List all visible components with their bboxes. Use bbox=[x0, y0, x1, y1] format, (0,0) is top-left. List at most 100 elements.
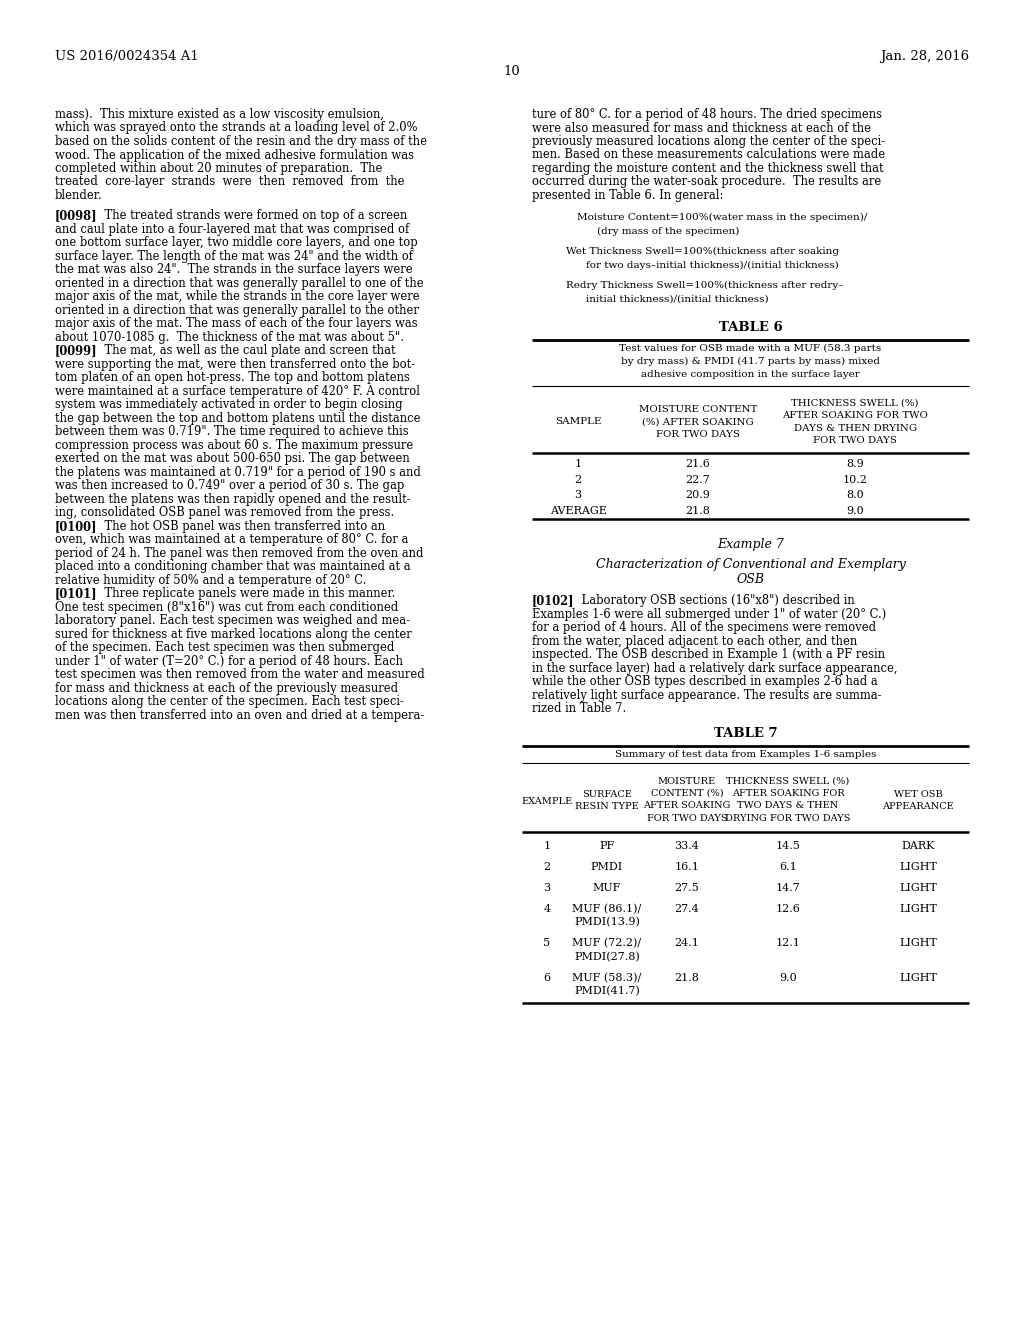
Text: 20.9: 20.9 bbox=[685, 491, 711, 500]
Text: TABLE 7: TABLE 7 bbox=[714, 726, 777, 739]
Text: mass).  This mixture existed as a low viscosity emulsion,: mass). This mixture existed as a low vis… bbox=[55, 108, 384, 121]
Text: Characterization of Conventional and Exemplary: Characterization of Conventional and Exe… bbox=[596, 558, 905, 572]
Text: adhesive composition in the surface layer: adhesive composition in the surface laye… bbox=[641, 370, 860, 379]
Text: (dry mass of the specimen): (dry mass of the specimen) bbox=[597, 227, 739, 236]
Text: occurred during the water-soak procedure.  The results are: occurred during the water-soak procedure… bbox=[532, 176, 882, 189]
Text: 3: 3 bbox=[574, 491, 582, 500]
Text: 12.1: 12.1 bbox=[775, 939, 801, 948]
Text: 10: 10 bbox=[504, 65, 520, 78]
Text: test specimen was then removed from the water and measured: test specimen was then removed from the … bbox=[55, 668, 425, 681]
Text: [0100]: [0100] bbox=[55, 520, 97, 533]
Text: 9.0: 9.0 bbox=[846, 506, 864, 516]
Text: were maintained at a surface temperature of 420° F. A control: were maintained at a surface temperature… bbox=[55, 384, 420, 397]
Text: was then increased to 0.749" over a period of 30 s. The gap: was then increased to 0.749" over a peri… bbox=[55, 479, 404, 492]
Text: OSB: OSB bbox=[736, 573, 765, 586]
Text: period of 24 h. The panel was then removed from the oven and: period of 24 h. The panel was then remov… bbox=[55, 546, 424, 560]
Text: initial thickness)/(initial thickness): initial thickness)/(initial thickness) bbox=[586, 294, 768, 304]
Text: inspected. The OSB described in Example 1 (with a PF resin: inspected. The OSB described in Example … bbox=[532, 648, 885, 661]
Text: about 1070-1085 g.  The thickness of the mat was about 5".: about 1070-1085 g. The thickness of the … bbox=[55, 331, 404, 343]
Text: CONTENT (%): CONTENT (%) bbox=[650, 789, 723, 799]
Text: [0098]: [0098] bbox=[55, 210, 97, 222]
Text: relative humidity of 50% and a temperature of 20° C.: relative humidity of 50% and a temperatu… bbox=[55, 574, 367, 587]
Text: for a period of 4 hours. All of the specimens were removed: for a period of 4 hours. All of the spec… bbox=[532, 622, 877, 635]
Text: were also measured for mass and thickness at each of the: were also measured for mass and thicknes… bbox=[532, 121, 871, 135]
Text: regarding the moisture content and the thickness swell that: regarding the moisture content and the t… bbox=[532, 162, 884, 176]
Text: Example 7: Example 7 bbox=[717, 537, 784, 550]
Text: ture of 80° C. for a period of 48 hours. The dried specimens: ture of 80° C. for a period of 48 hours.… bbox=[532, 108, 882, 121]
Text: 6.1: 6.1 bbox=[779, 862, 797, 873]
Text: LIGHT: LIGHT bbox=[899, 862, 937, 873]
Text: 24.1: 24.1 bbox=[675, 939, 699, 948]
Text: based on the solids content of the resin and the dry mass of the: based on the solids content of the resin… bbox=[55, 135, 427, 148]
Text: US 2016/0024354 A1: US 2016/0024354 A1 bbox=[55, 50, 199, 63]
Text: 21.8: 21.8 bbox=[675, 973, 699, 982]
Text: Three replicate panels were made in this manner.: Three replicate panels were made in this… bbox=[90, 587, 395, 601]
Text: Laboratory OSB sections (16"x8") described in: Laboratory OSB sections (16"x8") describ… bbox=[567, 594, 855, 607]
Text: system was immediately activated in order to begin closing: system was immediately activated in orde… bbox=[55, 399, 402, 412]
Text: laboratory panel. Each test specimen was weighed and mea-: laboratory panel. Each test specimen was… bbox=[55, 614, 410, 627]
Text: surface layer. The length of the mat was 24" and the width of: surface layer. The length of the mat was… bbox=[55, 249, 413, 263]
Text: PF: PF bbox=[599, 841, 614, 851]
Text: TABLE 6: TABLE 6 bbox=[719, 321, 782, 334]
Text: Test values for OSB made with a MUF (58.3 parts: Test values for OSB made with a MUF (58.… bbox=[620, 345, 882, 354]
Text: 9.0: 9.0 bbox=[779, 973, 797, 982]
Text: 5: 5 bbox=[544, 939, 551, 948]
Text: [0102]: [0102] bbox=[532, 594, 574, 607]
Text: 6: 6 bbox=[544, 973, 551, 982]
Text: LIGHT: LIGHT bbox=[899, 883, 937, 892]
Text: relatively light surface appearance. The results are summa-: relatively light surface appearance. The… bbox=[532, 689, 882, 702]
Text: The treated strands were formed on top of a screen: The treated strands were formed on top o… bbox=[90, 210, 408, 222]
Text: PMDI(41.7): PMDI(41.7) bbox=[574, 986, 640, 997]
Text: and caul plate into a four-layered mat that was comprised of: and caul plate into a four-layered mat t… bbox=[55, 223, 410, 236]
Text: which was sprayed onto the strands at a loading level of 2.0%: which was sprayed onto the strands at a … bbox=[55, 121, 418, 135]
Text: between the platens was then rapidly opened and the result-: between the platens was then rapidly ope… bbox=[55, 492, 411, 506]
Text: 33.4: 33.4 bbox=[675, 841, 699, 851]
Text: by dry mass) & PMDI (41.7 parts by mass) mixed: by dry mass) & PMDI (41.7 parts by mass)… bbox=[621, 356, 880, 366]
Text: LIGHT: LIGHT bbox=[899, 904, 937, 913]
Text: One test specimen (8"x16") was cut from each conditioned: One test specimen (8"x16") was cut from … bbox=[55, 601, 398, 614]
Text: locations along the center of the specimen. Each test speci-: locations along the center of the specim… bbox=[55, 696, 403, 709]
Text: THICKNESS SWELL (%): THICKNESS SWELL (%) bbox=[792, 399, 919, 408]
Text: AFTER SOAKING: AFTER SOAKING bbox=[643, 801, 731, 810]
Text: 22.7: 22.7 bbox=[686, 475, 711, 484]
Text: from the water, placed adjacent to each other, and then: from the water, placed adjacent to each … bbox=[532, 635, 857, 648]
Text: of the specimen. Each test specimen was then submerged: of the specimen. Each test specimen was … bbox=[55, 642, 394, 655]
Text: 14.7: 14.7 bbox=[775, 883, 801, 892]
Text: 21.6: 21.6 bbox=[685, 459, 711, 470]
Text: blender.: blender. bbox=[55, 189, 102, 202]
Text: 1: 1 bbox=[574, 459, 582, 470]
Text: FOR TWO DAYS: FOR TWO DAYS bbox=[656, 430, 740, 440]
Text: DARK: DARK bbox=[901, 841, 935, 851]
Text: 12.6: 12.6 bbox=[775, 904, 801, 913]
Text: the mat was also 24".  The strands in the surface layers were: the mat was also 24". The strands in the… bbox=[55, 263, 413, 276]
Text: AVERAGE: AVERAGE bbox=[550, 506, 606, 516]
Text: exerted on the mat was about 500-650 psi. The gap between: exerted on the mat was about 500-650 psi… bbox=[55, 453, 410, 465]
Text: 8.9: 8.9 bbox=[846, 459, 864, 470]
Text: MUF (72.2)/: MUF (72.2)/ bbox=[572, 939, 642, 949]
Text: LIGHT: LIGHT bbox=[899, 939, 937, 948]
Text: TWO DAYS & THEN: TWO DAYS & THEN bbox=[737, 801, 839, 810]
Text: oriented in a direction that was generally parallel to the other: oriented in a direction that was general… bbox=[55, 304, 419, 317]
Text: oven, which was maintained at a temperature of 80° C. for a: oven, which was maintained at a temperat… bbox=[55, 533, 409, 546]
Text: Examples 1-6 were all submerged under 1" of water (20° C.): Examples 1-6 were all submerged under 1"… bbox=[532, 607, 886, 620]
Text: The hot OSB panel was then transferred into an: The hot OSB panel was then transferred i… bbox=[90, 520, 385, 533]
Text: 16.1: 16.1 bbox=[675, 862, 699, 873]
Text: FOR TWO DAYS: FOR TWO DAYS bbox=[647, 814, 727, 822]
Text: (%) AFTER SOAKING: (%) AFTER SOAKING bbox=[642, 417, 754, 426]
Text: Redry Thickness Swell=100%(thickness after redry–: Redry Thickness Swell=100%(thickness aft… bbox=[566, 281, 844, 290]
Text: MUF (86.1)/: MUF (86.1)/ bbox=[572, 904, 642, 915]
Text: were supporting the mat, were then transferred onto the bot-: were supporting the mat, were then trans… bbox=[55, 358, 415, 371]
Text: Summary of test data from Examples 1-6 samples: Summary of test data from Examples 1-6 s… bbox=[614, 750, 877, 759]
Text: 10.2: 10.2 bbox=[843, 475, 867, 484]
Text: completed within about 20 minutes of preparation.  The: completed within about 20 minutes of pre… bbox=[55, 162, 382, 176]
Text: presented in Table 6. In general:: presented in Table 6. In general: bbox=[532, 189, 723, 202]
Text: rized in Table 7.: rized in Table 7. bbox=[532, 702, 627, 715]
Text: 2: 2 bbox=[544, 862, 551, 873]
Text: 1: 1 bbox=[544, 841, 551, 851]
Text: wood. The application of the mixed adhesive formulation was: wood. The application of the mixed adhes… bbox=[55, 149, 414, 161]
Text: EXAMPLE: EXAMPLE bbox=[521, 797, 572, 805]
Text: [0099]: [0099] bbox=[55, 345, 97, 358]
Text: men. Based on these measurements calculations were made: men. Based on these measurements calcula… bbox=[532, 149, 885, 161]
Text: SAMPLE: SAMPLE bbox=[555, 417, 601, 426]
Text: AFTER SOAKING FOR TWO: AFTER SOAKING FOR TWO bbox=[782, 412, 928, 420]
